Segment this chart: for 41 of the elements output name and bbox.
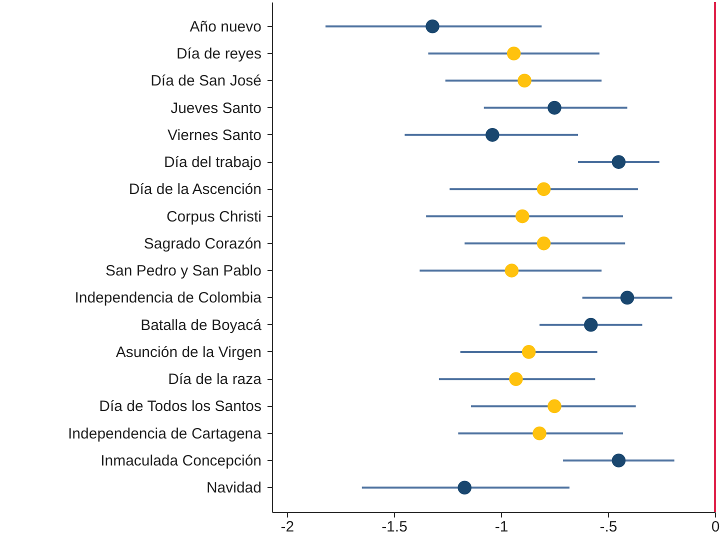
- point: [612, 454, 626, 468]
- y-tick-label: Año nuevo: [190, 18, 262, 36]
- point: [458, 480, 472, 494]
- point: [522, 345, 536, 359]
- y-tick-label: Inmaculada Concepción: [100, 452, 262, 470]
- point: [516, 209, 530, 224]
- x-tick-label: 0: [711, 518, 720, 536]
- y-tick-label: Corpus Christi: [166, 208, 262, 226]
- point: [536, 236, 551, 250]
- y-tick-label: Independencia de Colombia: [74, 290, 262, 307]
- x-tick-label: -1.5: [382, 518, 408, 536]
- y-tick-label: Día de San José: [150, 72, 262, 90]
- point: [548, 399, 562, 414]
- point: [612, 155, 626, 169]
- y-tick-label: Independencia de Cartagena: [68, 425, 262, 442]
- point: [504, 264, 519, 278]
- y-tick-label: Día de reyes: [176, 46, 262, 63]
- y-tick-label: Día de Todos los Santos: [99, 398, 262, 416]
- point: [506, 46, 521, 60]
- point: [518, 74, 532, 88]
- y-tick-label: Jueves Santo: [170, 100, 262, 117]
- point: [584, 318, 598, 332]
- point: [620, 290, 634, 305]
- point: [486, 128, 500, 142]
- point: [532, 426, 546, 440]
- y-tick-label: Batalla de Boyacá: [140, 316, 262, 334]
- y-tick-label: Día de la raza: [168, 371, 262, 388]
- y-tick-label: Día de la Ascención: [128, 181, 262, 198]
- x-tick-label: -1: [494, 518, 508, 536]
- x-tick-label: -.5: [600, 518, 618, 536]
- y-tick-label: Viernes Santo: [168, 126, 262, 144]
- point: [536, 182, 551, 196]
- y-tick-label: Navidad: [206, 480, 262, 497]
- y-tick-label: Asunción de la Virgen: [116, 344, 262, 361]
- point: [426, 20, 440, 34]
- y-tick-label: Sagrado Corazón: [144, 235, 262, 252]
- y-tick-label: Día del trabajo: [164, 154, 262, 172]
- y-tick-label: San Pedro y San Pablo: [106, 262, 262, 280]
- point: [509, 372, 523, 386]
- x-tick-label: -2: [280, 518, 294, 536]
- point: [548, 100, 562, 115]
